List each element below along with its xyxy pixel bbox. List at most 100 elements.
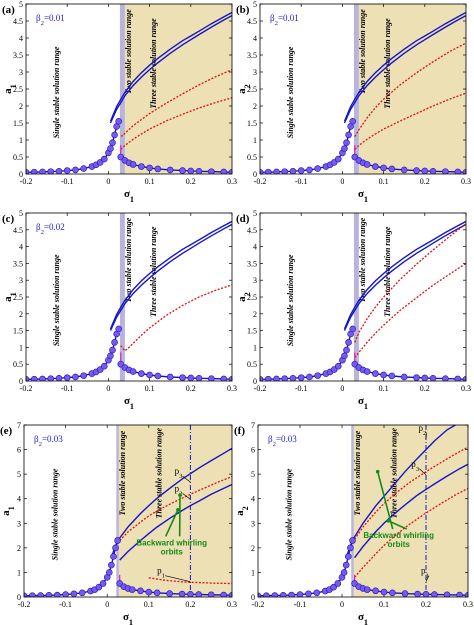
data-point	[166, 373, 174, 381]
y-tick-label: 3.5	[13, 259, 23, 268]
x-tick-label: 0.1	[144, 600, 154, 609]
panel-b: -0.2 -0.1 0 0.1 0.2 0.3 0 0.5 1 1.5 2 2.5 3 3.5 4 4.5 5 S…	[236, 0, 471, 204]
plot-frame	[259, 212, 467, 382]
panel-e: -0.2 -0.1 0 0.1 0.2 0.3 0 1 2 3 4 5 6 7 Single stable …	[0, 421, 237, 625]
y-tick-label: 2.5	[13, 293, 23, 302]
y-tick-label: 3	[17, 519, 21, 528]
y-tick-label: 2.5	[247, 293, 257, 302]
data-point	[228, 591, 232, 597]
region-label: Three stable solution range	[390, 427, 399, 518]
data-point	[220, 168, 228, 174]
data-point	[341, 352, 348, 360]
data-point	[95, 583, 103, 591]
y-tick-label: 1	[17, 568, 21, 577]
data-point	[363, 368, 371, 375]
data-point	[443, 591, 451, 597]
data-point	[289, 375, 297, 381]
data-point	[334, 155, 342, 163]
data-point	[45, 591, 53, 597]
three-stable-band	[358, 4, 466, 174]
panel-label: (c)	[2, 213, 15, 225]
y-tick-label: 3	[19, 276, 23, 285]
data-point	[146, 371, 153, 379]
data-point	[334, 362, 342, 370]
y-axis-label: a1	[0, 506, 16, 516]
data-point	[228, 376, 232, 381]
data-point	[314, 165, 321, 172]
y-tick-label: 2	[19, 102, 23, 111]
data-point	[454, 375, 462, 381]
x-tick-label: -0.2	[20, 177, 33, 186]
panel-label: (e)	[0, 425, 13, 437]
data-point	[26, 376, 30, 381]
data-point	[279, 591, 287, 597]
point-label: p2	[418, 423, 426, 437]
y-tick-label: 3	[253, 276, 257, 285]
unstable-branch	[354, 92, 466, 150]
series-group	[26, 220, 232, 381]
unstable-branch	[120, 97, 232, 150]
data-point	[115, 325, 122, 333]
data-point	[187, 374, 195, 381]
y-axis-label: a1	[2, 292, 18, 302]
y-axis-label: a1	[2, 84, 18, 94]
y-tick-label: 4	[19, 243, 23, 252]
data-point	[146, 164, 153, 172]
data-point	[462, 376, 466, 381]
data-point	[37, 592, 44, 597]
unstable-branch	[120, 284, 232, 352]
region-label: Three stable solution range	[149, 226, 158, 317]
data-point	[363, 586, 371, 593]
data-point	[388, 165, 396, 173]
y-tick-label: 4	[19, 34, 23, 43]
y-tick-label: 7	[17, 421, 21, 430]
x-axis-label: σ1	[358, 611, 368, 625]
x-axis-label: σ1	[358, 188, 368, 204]
x-tick-label: 0.1	[379, 177, 389, 186]
data-point	[380, 164, 387, 172]
annotation-arrowhead	[375, 469, 380, 474]
unstable-branch	[354, 42, 466, 137]
data-point	[345, 339, 352, 346]
data-point	[289, 167, 297, 174]
y-axis-label: a2	[236, 84, 252, 94]
plot-frame	[23, 424, 233, 598]
data-point	[281, 375, 289, 381]
data-point	[413, 167, 420, 174]
annotation-arrow	[376, 471, 394, 530]
x-tick-label: -0.1	[59, 600, 72, 609]
data-point	[80, 165, 87, 172]
region-label: Two stable solution range	[124, 9, 133, 94]
data-point	[306, 373, 313, 381]
y-tick-label: 4.5	[13, 226, 23, 235]
data-point	[153, 589, 161, 597]
y-tick-label: 0	[253, 170, 257, 179]
x-tick-label: 0.1	[145, 177, 155, 186]
data-point	[100, 155, 108, 163]
data-point	[442, 168, 449, 174]
data-point	[111, 131, 118, 139]
unstable-branch	[354, 446, 468, 540]
x-tick-label: 0.2	[421, 600, 431, 609]
plot-frame	[25, 212, 233, 382]
y-tick-label: 0	[251, 593, 255, 602]
unstable-branch	[354, 223, 466, 343]
data-point	[388, 372, 396, 380]
x-tick-label: 0	[340, 384, 344, 393]
data-point	[380, 371, 387, 379]
region-label: Two stable solution range	[118, 430, 127, 515]
data-point	[62, 591, 69, 597]
y-tick-label: 0.5	[247, 360, 257, 369]
data-point	[109, 346, 116, 354]
panel-f: -0.2 -0.1 0 0.1 0.2 0.3 0 1 2 3 4 5 6 7 Single stable …	[234, 421, 473, 625]
plot-frame	[257, 424, 469, 598]
x-tick-label: -0.1	[61, 384, 74, 393]
data-point	[100, 362, 108, 370]
unstable-branch	[120, 69, 232, 137]
beta-label: β2=0.01	[36, 13, 65, 27]
region-label: Single stable solution range	[50, 468, 59, 560]
point-label: p3	[175, 466, 184, 480]
data-point	[456, 591, 463, 597]
series-group	[24, 447, 232, 597]
beta-label: β2=0.03	[268, 434, 297, 448]
